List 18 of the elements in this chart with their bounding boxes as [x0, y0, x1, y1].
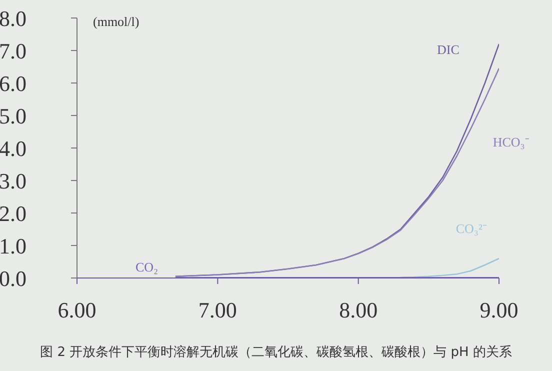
series-label: CO₃²⁻: [456, 220, 486, 236]
y-tick-label: 3.0: [0, 168, 26, 194]
text: DIC: [437, 42, 460, 57]
y-tick-label: 0.0: [0, 266, 26, 291]
y-tick-label: 6.0: [0, 70, 26, 96]
caption: 图 2 开放条件下平衡时溶解无机碳（二氧化碳、碳酸氢根、碳酸根）与 pH 的关系: [39, 344, 513, 361]
x-tick-label: 6.00: [58, 298, 96, 323]
series-label: CO₂: [135, 260, 158, 275]
y-tick-label: 8.0: [0, 6, 26, 31]
x-tick-label: 7.00: [198, 298, 237, 323]
series-label: HCO₃⁻: [492, 134, 529, 150]
y-tick-label: 1.0: [0, 233, 26, 258]
x-tick-label: 8.00: [339, 298, 378, 323]
y-axis-title: (mmol/l): [93, 14, 140, 30]
y-tick-label: 2.0: [0, 200, 26, 226]
y-tick-label: 5.0: [0, 103, 26, 128]
y-tick-label: 7.0: [0, 38, 26, 64]
x-tick-label: 9.00: [480, 298, 518, 323]
